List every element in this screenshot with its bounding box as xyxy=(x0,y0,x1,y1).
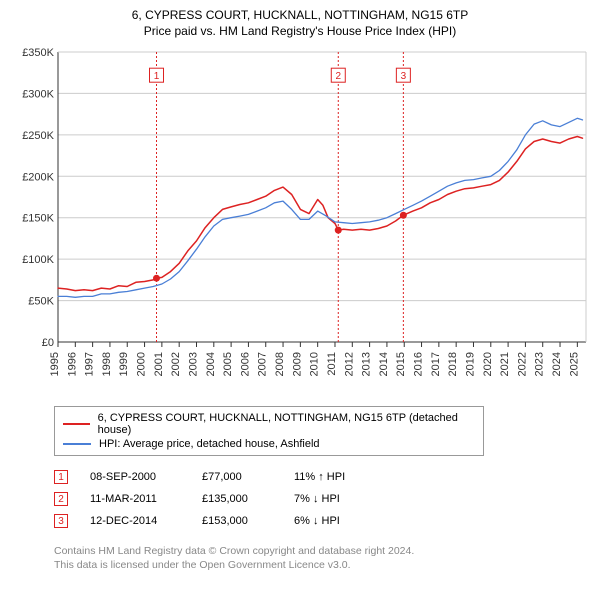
svg-text:2010: 2010 xyxy=(309,352,321,376)
svg-text:2021: 2021 xyxy=(499,352,511,376)
sale-date: 08-SEP-2000 xyxy=(90,471,180,483)
svg-text:2020: 2020 xyxy=(482,352,494,376)
svg-text:£150K: £150K xyxy=(22,213,54,225)
line-chart: £0 £50K £100K £150K £200K £250K £300K £350K 1995… xyxy=(12,46,588,396)
attribution-line: Contains HM Land Registry data © Crown c… xyxy=(54,544,588,558)
svg-text:1999: 1999 xyxy=(118,352,130,376)
legend-swatch-price-paid xyxy=(63,423,90,425)
legend-item-price-paid: 6, CYPRESS COURT, HUCKNALL, NOTTINGHAM, … xyxy=(63,411,475,437)
title-address: 6, CYPRESS COURT, HUCKNALL, NOTTINGHAM, … xyxy=(12,8,588,22)
sale-row: 1 08-SEP-2000 £77,000 11% ↑ HPI xyxy=(54,466,588,488)
svg-text:2013: 2013 xyxy=(361,352,373,376)
svg-text:3: 3 xyxy=(401,71,407,82)
svg-text:2011: 2011 xyxy=(326,352,338,376)
legend-swatch-hpi xyxy=(63,443,91,445)
sale-diff: 6% ↓ HPI xyxy=(294,515,384,527)
svg-text:1: 1 xyxy=(154,71,160,82)
sale-diff: 11% ↑ HPI xyxy=(294,471,384,483)
sale-row: 3 12-DEC-2014 £153,000 6% ↓ HPI xyxy=(54,510,588,532)
svg-text:£200K: £200K xyxy=(22,171,54,183)
svg-text:2009: 2009 xyxy=(291,352,303,376)
legend-item-hpi: HPI: Average price, detached house, Ashf… xyxy=(63,437,475,451)
sale-marker: 1 xyxy=(54,470,68,484)
sale-price: £153,000 xyxy=(202,515,272,527)
svg-text:2012: 2012 xyxy=(343,352,355,376)
svg-text:1998: 1998 xyxy=(101,352,113,376)
sale-marker: 2 xyxy=(54,492,68,506)
svg-text:2016: 2016 xyxy=(413,352,425,376)
svg-text:2006: 2006 xyxy=(239,352,251,376)
svg-text:2018: 2018 xyxy=(447,352,459,376)
legend: 6, CYPRESS COURT, HUCKNALL, NOTTINGHAM, … xyxy=(54,406,484,456)
svg-text:2014: 2014 xyxy=(378,352,390,376)
chart-container: 6, CYPRESS COURT, HUCKNALL, NOTTINGHAM, … xyxy=(0,0,600,584)
sale-price: £135,000 xyxy=(202,493,272,505)
svg-text:2004: 2004 xyxy=(205,352,217,376)
svg-text:2007: 2007 xyxy=(257,352,269,376)
svg-text:1996: 1996 xyxy=(66,352,78,376)
svg-text:2015: 2015 xyxy=(395,352,407,376)
svg-text:£300K: £300K xyxy=(22,88,54,100)
svg-text:2000: 2000 xyxy=(136,352,148,376)
legend-label: HPI: Average price, detached house, Ashf… xyxy=(99,438,320,450)
legend-label: 6, CYPRESS COURT, HUCKNALL, NOTTINGHAM, … xyxy=(98,412,475,436)
svg-text:2008: 2008 xyxy=(274,352,286,376)
title-block: 6, CYPRESS COURT, HUCKNALL, NOTTINGHAM, … xyxy=(12,8,588,38)
sale-price: £77,000 xyxy=(202,471,272,483)
svg-text:£100K: £100K xyxy=(22,254,54,266)
svg-text:2002: 2002 xyxy=(170,352,182,376)
svg-text:£50K: £50K xyxy=(28,296,54,308)
svg-text:1995: 1995 xyxy=(49,352,61,376)
svg-text:2024: 2024 xyxy=(551,352,563,376)
svg-text:2001: 2001 xyxy=(153,352,165,376)
svg-text:2003: 2003 xyxy=(187,352,199,376)
sale-marker: 3 xyxy=(54,514,68,528)
svg-text:2019: 2019 xyxy=(464,352,476,376)
sale-diff: 7% ↓ HPI xyxy=(294,493,384,505)
svg-text:£250K: £250K xyxy=(22,130,54,142)
chart-area: £0 £50K £100K £150K £200K £250K £300K £350K 1995… xyxy=(12,46,588,396)
svg-text:2017: 2017 xyxy=(430,352,442,376)
sale-row: 2 11-MAR-2011 £135,000 7% ↓ HPI xyxy=(54,488,588,510)
svg-text:2005: 2005 xyxy=(222,352,234,376)
svg-text:£350K: £350K xyxy=(22,47,54,59)
title-subtitle: Price paid vs. HM Land Registry's House … xyxy=(12,24,588,38)
svg-text:2025: 2025 xyxy=(568,352,580,376)
sale-rows: 1 08-SEP-2000 £77,000 11% ↑ HPI 2 11-MAR-2011… xyxy=(54,466,588,532)
attribution: Contains HM Land Registry data © Crown c… xyxy=(54,544,588,572)
svg-text:1997: 1997 xyxy=(84,352,96,376)
sale-date: 12-DEC-2014 xyxy=(90,515,180,527)
svg-text:£0: £0 xyxy=(42,337,54,349)
svg-text:2023: 2023 xyxy=(534,352,546,376)
sale-date: 11-MAR-2011 xyxy=(90,493,180,505)
svg-text:2: 2 xyxy=(335,71,341,82)
svg-text:2022: 2022 xyxy=(516,352,528,376)
attribution-line: This data is licensed under the Open Gov… xyxy=(54,558,588,572)
